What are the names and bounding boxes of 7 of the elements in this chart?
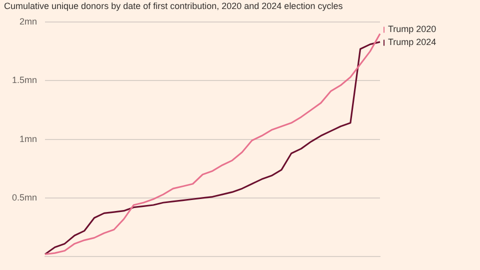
legend-label: Trump 2020 (388, 24, 436, 34)
y-tick-label: 2mn (20, 16, 38, 26)
legend-label: Trump 2024 (388, 37, 436, 48)
chart-title: Cumulative unique donors by date of first contribution, 2020 and 2024 election cycles (4, 0, 344, 11)
y-tick-label: 1mn (20, 134, 38, 144)
y-tick-label: 0.5mn (12, 192, 38, 202)
y-tick-label: 1.5mn (12, 75, 38, 86)
